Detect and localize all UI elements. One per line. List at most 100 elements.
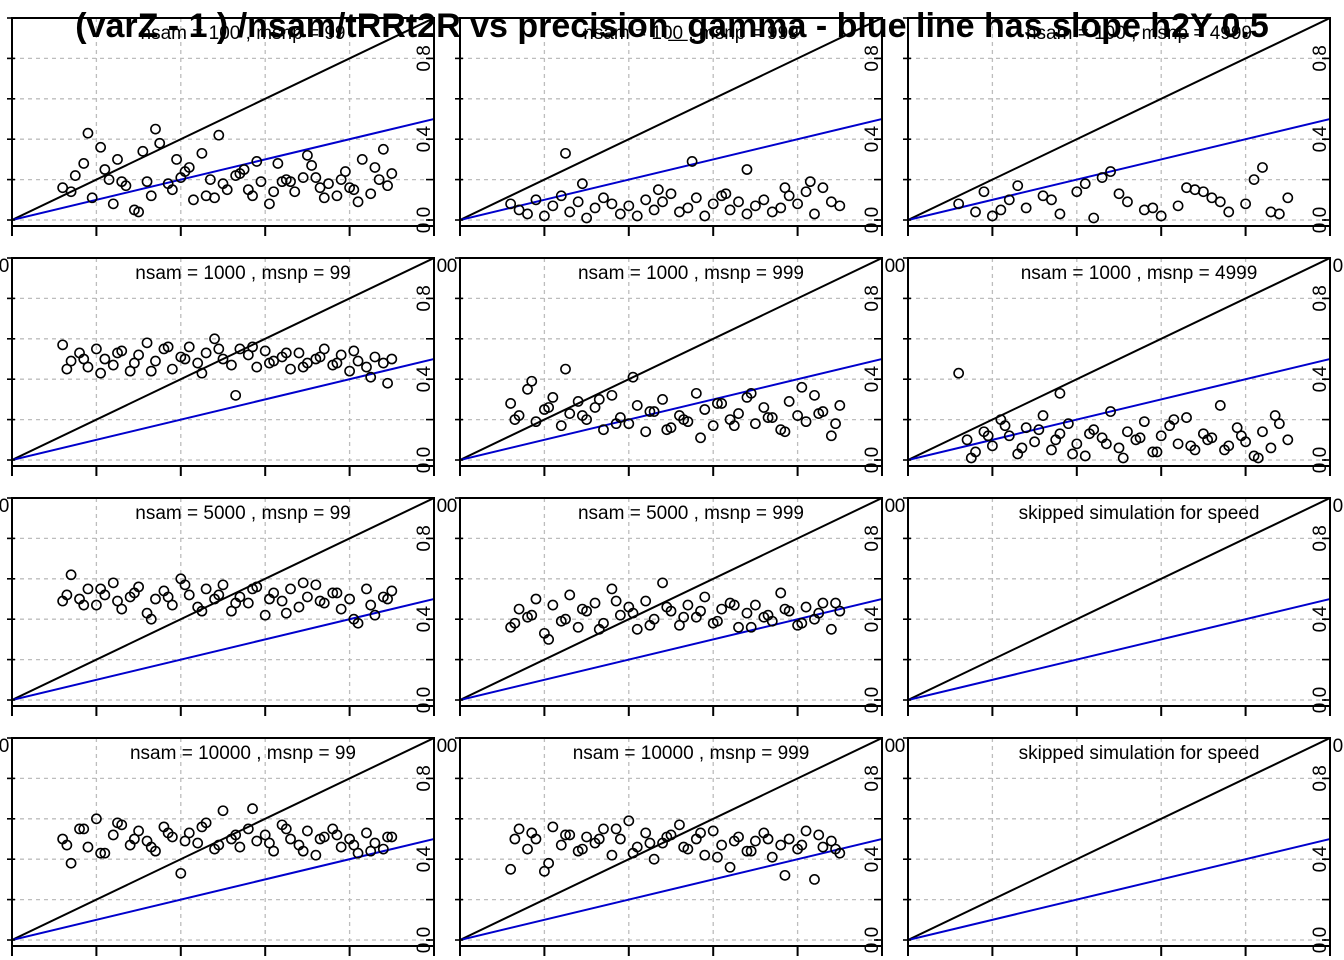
data-point <box>695 432 706 444</box>
data-point <box>775 202 787 214</box>
data-point <box>107 198 119 210</box>
data-point <box>809 874 820 885</box>
data-point <box>1147 446 1159 458</box>
data-point <box>226 605 237 617</box>
data-point <box>175 867 187 879</box>
data-point <box>259 609 271 621</box>
data-point <box>230 597 242 609</box>
data-point <box>1219 444 1230 456</box>
data-point <box>331 587 343 599</box>
data-point <box>699 210 711 222</box>
identity-line <box>908 498 1330 701</box>
data-point <box>264 198 275 210</box>
slope-line <box>908 357 1330 461</box>
data-point <box>741 845 753 857</box>
data-point <box>314 595 326 607</box>
data-point <box>631 400 643 411</box>
data-point <box>509 833 521 845</box>
data-point <box>150 355 161 367</box>
data-point <box>382 831 393 843</box>
data-point <box>369 351 381 363</box>
data-point <box>386 168 398 179</box>
data-point <box>365 599 377 611</box>
data-point <box>648 853 660 865</box>
data-point <box>733 196 744 208</box>
data-point <box>162 827 174 839</box>
data-point <box>796 839 808 851</box>
data-point <box>1122 426 1133 438</box>
data-point <box>196 367 208 379</box>
data-point <box>526 375 538 387</box>
plot-frame <box>907 737 1331 947</box>
data-point <box>369 162 381 173</box>
data-point <box>65 857 77 869</box>
data-point <box>750 418 761 430</box>
data-point <box>728 420 740 432</box>
data-point <box>192 357 204 369</box>
data-point <box>627 847 639 859</box>
data-point <box>598 424 609 436</box>
identity-line <box>12 18 434 221</box>
data-point <box>213 343 225 355</box>
data-point <box>95 847 107 859</box>
data-point <box>1079 450 1091 462</box>
data-point <box>560 363 571 375</box>
y-tick-label: 0.0 <box>1310 927 1331 953</box>
data-point <box>804 176 816 188</box>
data-point <box>1269 410 1281 421</box>
data-point <box>1029 436 1040 448</box>
data-point <box>280 347 292 359</box>
data-point <box>310 579 322 591</box>
y-tick-label: 0.8 <box>414 285 435 311</box>
slope-line <box>908 597 1330 701</box>
data-point <box>133 825 144 837</box>
data-point <box>280 607 292 619</box>
data-point <box>1003 430 1015 442</box>
data-point <box>707 198 719 210</box>
data-point <box>310 172 322 183</box>
data-point <box>150 123 161 135</box>
data-point <box>259 829 271 841</box>
data-point <box>112 347 123 359</box>
data-point <box>1223 206 1235 218</box>
data-point <box>614 833 626 845</box>
data-point <box>661 831 673 843</box>
data-point <box>183 827 195 839</box>
data-point <box>166 184 178 196</box>
data-point <box>204 174 216 185</box>
y-tick-label: 0.8 <box>862 765 883 791</box>
data-point <box>310 849 322 861</box>
data-point <box>183 589 195 601</box>
data-point <box>547 200 559 212</box>
plot-frame <box>907 17 1331 227</box>
y-tick-label: 0.4 <box>862 366 883 393</box>
y-tick-label: 0.0 <box>1310 447 1331 473</box>
data-point <box>1265 206 1277 218</box>
data-point <box>792 410 803 421</box>
data-point <box>95 583 107 595</box>
plot-frame <box>11 17 435 227</box>
data-point <box>610 823 622 835</box>
identity-line <box>12 258 434 461</box>
y-tick-label: 0.0 <box>414 687 435 713</box>
data-point <box>598 192 609 204</box>
y-tick-label: 0.0 <box>862 927 883 953</box>
data-point <box>640 194 652 206</box>
data-point <box>150 593 161 605</box>
data-point <box>297 845 309 857</box>
data-point <box>1037 190 1049 202</box>
data-point <box>834 400 846 411</box>
data-point <box>86 192 98 204</box>
data-point <box>196 821 208 833</box>
data-point <box>1062 418 1074 430</box>
identity-line <box>460 258 882 461</box>
data-point <box>179 579 191 591</box>
data-point <box>200 583 212 595</box>
y-tick-label: 0.8 <box>862 525 883 551</box>
data-point <box>339 166 351 177</box>
data-point <box>103 174 115 185</box>
y-tick-label: 0.4 <box>862 846 883 873</box>
data-point <box>686 156 698 167</box>
